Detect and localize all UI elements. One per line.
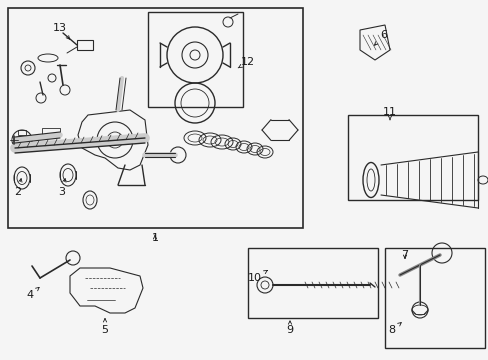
- Bar: [347, 115, 477, 200]
- Text: 12: 12: [238, 57, 255, 68]
- Bar: [247, 248, 377, 318]
- Bar: [148, 12, 243, 107]
- Text: 13: 13: [53, 23, 69, 39]
- Text: 4: 4: [26, 287, 39, 300]
- Bar: [384, 248, 484, 348]
- Text: 2: 2: [15, 179, 22, 197]
- Text: 7: 7: [401, 250, 408, 260]
- Text: 8: 8: [387, 323, 401, 335]
- Bar: [77, 40, 93, 50]
- Bar: [8, 8, 303, 228]
- Text: 10: 10: [247, 270, 267, 283]
- Text: 3: 3: [59, 179, 66, 197]
- Text: 11: 11: [382, 107, 396, 120]
- Bar: [18, 130, 26, 135]
- Text: 9: 9: [286, 321, 293, 335]
- Text: 6: 6: [374, 30, 386, 45]
- Bar: [42, 128, 60, 134]
- Text: 5: 5: [102, 319, 108, 335]
- Text: 1: 1: [151, 233, 158, 243]
